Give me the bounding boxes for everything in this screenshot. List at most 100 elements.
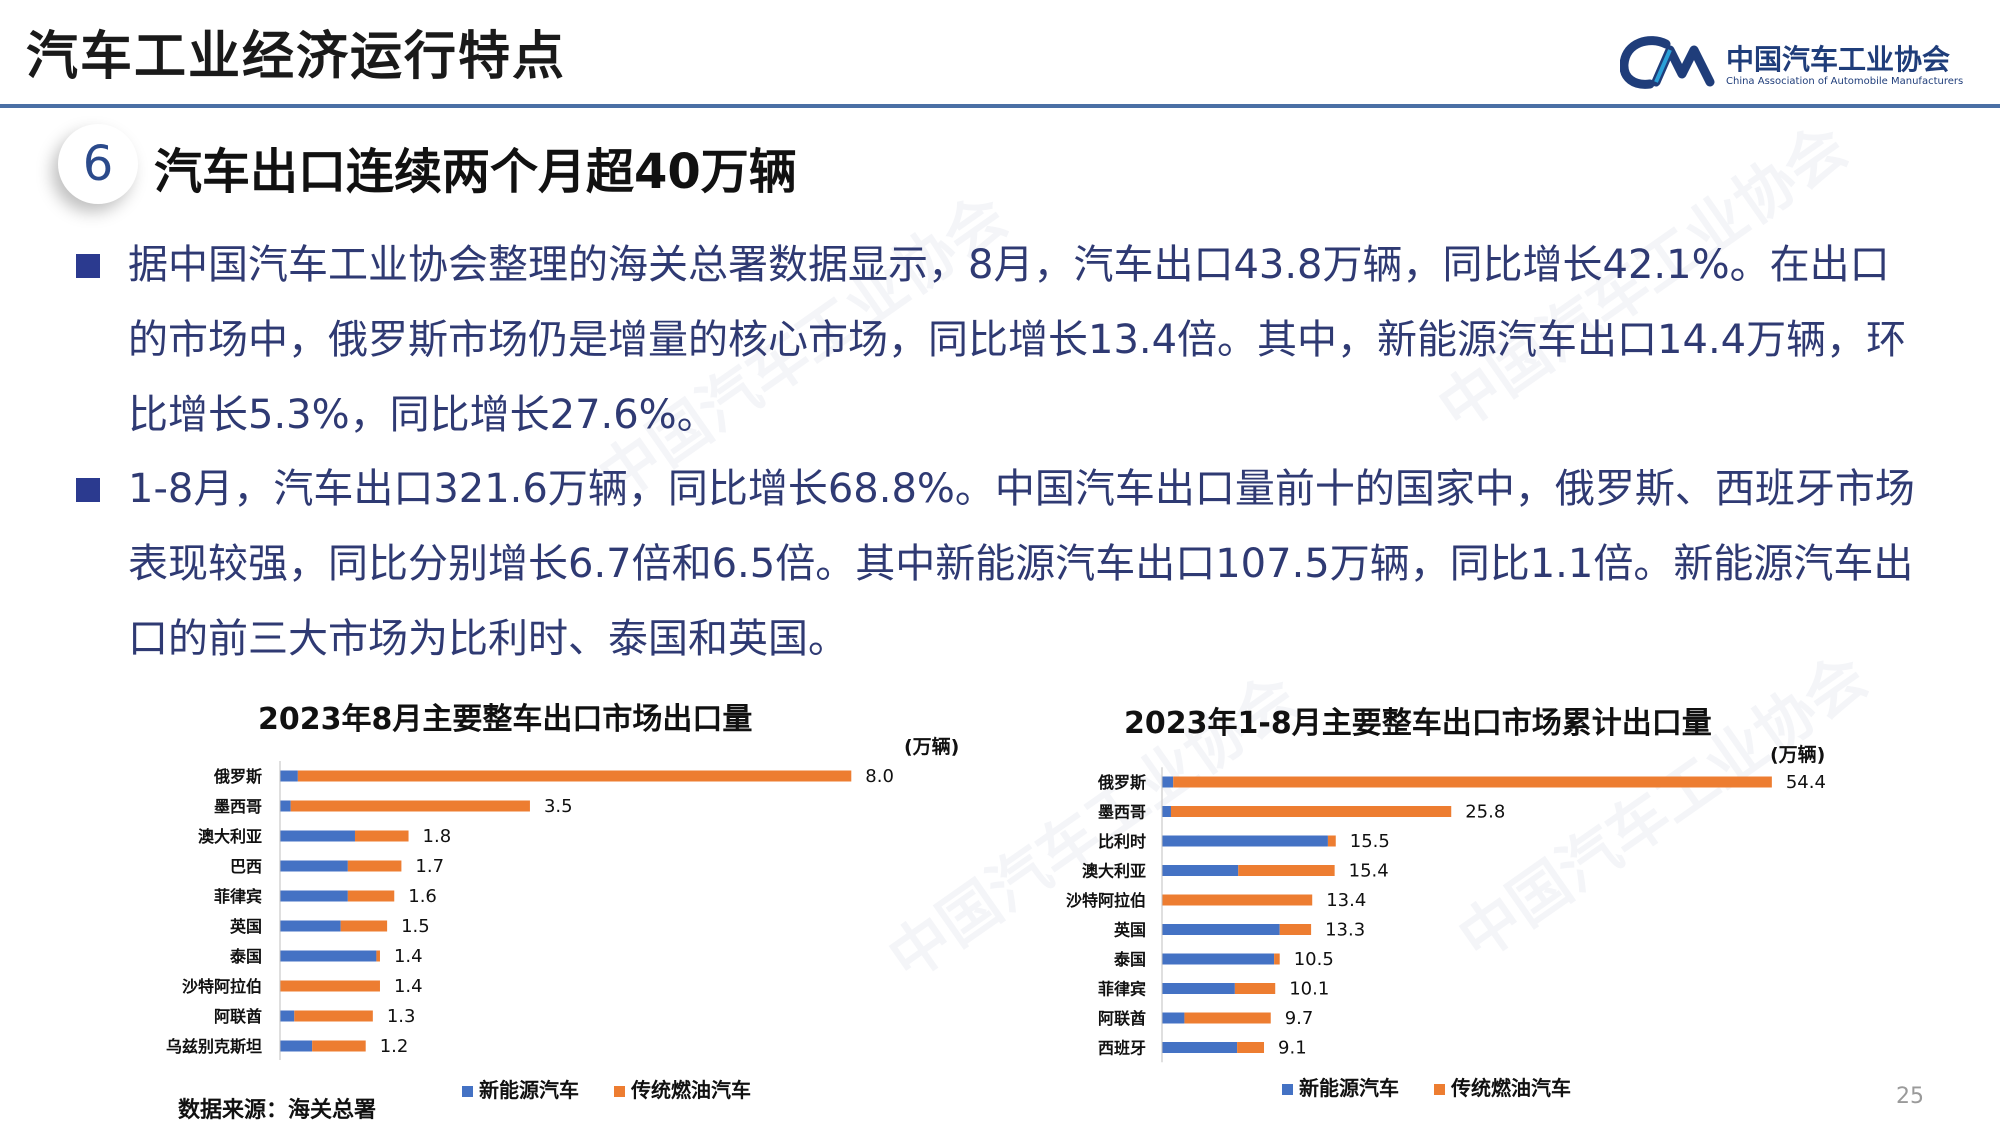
value-label: 1.8 <box>423 826 452 847</box>
bar-ice <box>280 980 380 992</box>
section-number: 6 <box>82 136 114 192</box>
value-label: 15.4 <box>1349 861 1389 882</box>
category-label: 俄罗斯 <box>1097 773 1146 792</box>
bar-nev <box>1162 983 1235 994</box>
logo-cn-text: 中国汽车工业协会 <box>1726 43 1951 76</box>
bullet-icon <box>76 478 100 502</box>
legend-label-nev: 新能源汽车 <box>479 1078 579 1102</box>
bar-ice <box>1274 953 1280 965</box>
chart-2: 俄罗斯 54.4 墨西哥 25.8 比利时 15.5 澳大利亚 15.4 沙特阿拉伯 13.4 英国… <box>1066 767 1826 1063</box>
bar-nev <box>280 890 348 902</box>
value-label: 9.7 <box>1285 1008 1314 1029</box>
category-label: 西班牙 <box>1098 1039 1146 1058</box>
value-label: 1.4 <box>394 976 423 997</box>
category-label: 墨西哥 <box>214 797 262 816</box>
bar-nev <box>280 950 377 962</box>
data-source: 数据来源：海关总署 <box>178 1098 377 1123</box>
value-label: 1.2 <box>380 1036 409 1057</box>
category-label: 泰国 <box>229 947 262 966</box>
value-label: 1.5 <box>401 916 430 937</box>
paragraph-2: 1-8月，汽车出口321.6万辆，同比增长68.8%。中国汽车出口量前十的国家中… <box>128 466 1915 662</box>
category-label: 阿联酋 <box>214 1007 262 1026</box>
bar-ice <box>347 890 395 902</box>
category-label: 澳大利亚 <box>1082 862 1146 881</box>
bar-nev <box>1162 835 1328 847</box>
paragraph-1: 据中国汽车工业协会整理的海关总署数据显示，8月，汽车出口43.8万辆，同比增长4… <box>128 242 1907 438</box>
category-label: 菲律宾 <box>214 887 262 906</box>
category-label: 俄罗斯 <box>213 767 262 786</box>
bar-ice <box>1238 865 1335 876</box>
value-label: 1.7 <box>415 856 444 877</box>
chart-2-unit: (万辆) <box>1770 744 1826 766</box>
chart-2-title: 2023年1-8月主要整车出口市场累计出口量 <box>1124 706 1712 741</box>
chart-1: 俄罗斯 8.0 墨西哥 3.5 澳大利亚 1.8 巴西 1.7 菲律宾 1.6 英国 1.5 泰国 1.4… <box>166 761 894 1060</box>
bar-ice <box>1173 776 1772 788</box>
bar-nev <box>280 770 298 782</box>
bar-nev <box>1162 776 1174 788</box>
value-label: 1.3 <box>387 1006 416 1027</box>
bar-ice <box>290 800 530 812</box>
bar-nev <box>280 1010 295 1022</box>
bar-nev <box>280 800 291 812</box>
bar-ice <box>1162 894 1313 906</box>
bar-ice <box>1237 1042 1265 1053</box>
category-label: 泰国 <box>1113 950 1146 969</box>
value-label: 3.5 <box>544 796 573 817</box>
category-label: 比利时 <box>1098 832 1146 851</box>
bar-nev <box>1162 924 1280 935</box>
bar-ice <box>1327 835 1336 847</box>
section-number-badge: 6 <box>58 124 138 204</box>
bar-ice <box>1279 924 1312 935</box>
category-label: 英国 <box>1113 921 1146 940</box>
value-label: 13.3 <box>1325 920 1365 941</box>
value-label: 1.6 <box>408 886 437 907</box>
bar-ice <box>376 950 380 962</box>
value-label: 1.4 <box>394 946 423 967</box>
chart-1-unit: (万辆) <box>904 736 960 758</box>
legend-label-ice: 传统燃油汽车 <box>630 1078 751 1102</box>
bullet-icon <box>76 254 100 278</box>
page-number: 25 <box>1896 1084 1924 1109</box>
bar-nev <box>280 920 341 932</box>
header-divider <box>0 104 2000 108</box>
page-title: 汽车工业经济运行特点 <box>26 27 567 87</box>
chart-1-title: 2023年8月主要整车出口市场出口量 <box>258 702 753 737</box>
bar-ice <box>340 920 388 932</box>
category-label: 沙特阿拉伯 <box>182 977 262 996</box>
legend-swatch-nev <box>1282 1084 1293 1095</box>
category-label: 墨西哥 <box>1098 803 1146 822</box>
value-label: 9.1 <box>1278 1038 1307 1059</box>
legend-swatch-ice <box>613 1086 625 1097</box>
bar-nev <box>1162 806 1171 817</box>
bar-nev <box>1162 865 1239 876</box>
legend-swatch-ice <box>1433 1084 1445 1095</box>
value-label: 15.5 <box>1350 831 1390 852</box>
bar-ice <box>354 830 409 842</box>
bar-nev <box>280 860 348 872</box>
bar-nev <box>1162 953 1275 965</box>
category-label: 澳大利亚 <box>198 827 262 846</box>
bar-ice <box>1184 1012 1271 1024</box>
legend-label-nev: 新能源汽车 <box>1299 1076 1399 1100</box>
value-label: 25.8 <box>1465 802 1505 823</box>
bar-nev <box>280 1040 313 1052</box>
caam-logo-icon <box>1620 36 1715 89</box>
bar-nev <box>1162 1042 1238 1053</box>
value-label: 8.0 <box>865 766 894 787</box>
category-label: 乌兹别克斯坦 <box>166 1037 262 1056</box>
category-label: 菲律宾 <box>1098 980 1146 999</box>
section-title: 汽车出口连续两个月超40万辆 <box>154 144 797 200</box>
category-label: 巴西 <box>230 857 262 876</box>
value-label: 10.1 <box>1289 979 1329 1000</box>
chart-1-legend: 新能源汽车 传统燃油汽车 <box>462 1074 779 1103</box>
bar-nev <box>280 830 355 842</box>
bar-ice <box>312 1040 366 1052</box>
value-label: 13.4 <box>1326 890 1366 911</box>
bar-ice <box>294 1010 373 1022</box>
category-label: 沙特阿拉伯 <box>1066 891 1146 910</box>
bar-ice <box>347 860 402 872</box>
category-label: 阿联酋 <box>1098 1009 1146 1028</box>
value-label: 10.5 <box>1294 949 1334 970</box>
bar-nev <box>1162 1012 1185 1024</box>
legend-swatch-nev <box>462 1086 473 1097</box>
